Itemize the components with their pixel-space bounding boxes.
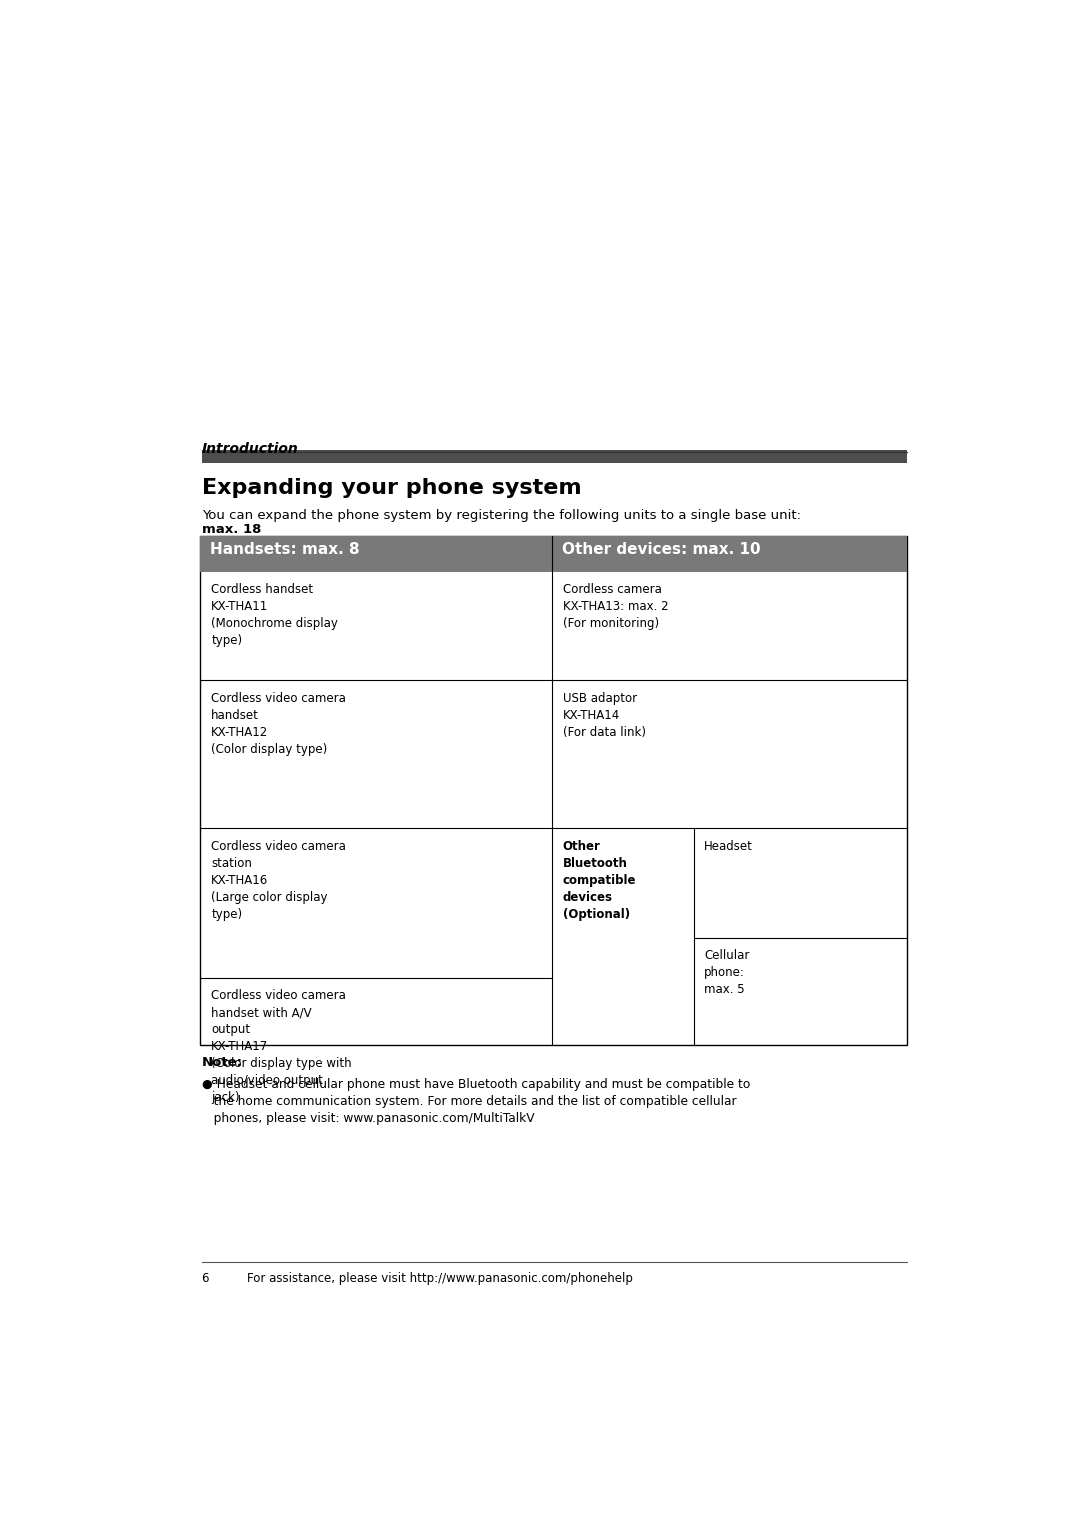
Text: Note:: Note: — [202, 1056, 243, 1070]
Text: Cordless video camera
handset
KX-THA12
(Color display type): Cordless video camera handset KX-THA12 (… — [212, 692, 346, 756]
Text: Cordless camera
KX-THA13: max. 2
(For monitoring): Cordless camera KX-THA13: max. 2 (For mo… — [563, 584, 669, 631]
Text: Introduction: Introduction — [202, 442, 299, 457]
Text: Headset: Headset — [704, 840, 753, 853]
Text: USB adaptor
KX-THA14
(For data link): USB adaptor KX-THA14 (For data link) — [563, 692, 646, 738]
Bar — [202, 451, 907, 463]
Text: Cellular
phone:
max. 5: Cellular phone: max. 5 — [704, 949, 750, 996]
Bar — [200, 536, 552, 571]
Bar — [200, 536, 907, 1045]
Text: Cordless handset
KX-THA11
(Monochrome display
type): Cordless handset KX-THA11 (Monochrome di… — [212, 584, 338, 648]
Text: max. 18: max. 18 — [202, 524, 261, 536]
Text: Cordless video camera
station
KX-THA16
(Large color display
type): Cordless video camera station KX-THA16 (… — [212, 840, 346, 921]
Text: Expanding your phone system: Expanding your phone system — [202, 477, 582, 498]
Text: Cordless video camera
handset with A/V
output
KX-THA17
(Color display type with
: Cordless video camera handset with A/V o… — [212, 989, 352, 1105]
Bar — [552, 536, 907, 571]
Text: 6          For assistance, please visit http://www.panasonic.com/phonehelp: 6 For assistance, please visit http://ww… — [202, 1271, 633, 1285]
Text: Handsets: max. 8: Handsets: max. 8 — [211, 542, 360, 558]
Text: ● Headset and cellular phone must have Bluetooth capability and must be compatib: ● Headset and cellular phone must have B… — [202, 1077, 751, 1125]
Text: You can expand the phone system by registering the following units to a single b: You can expand the phone system by regis… — [202, 509, 801, 523]
Text: Other devices: max. 10: Other devices: max. 10 — [562, 542, 760, 558]
Text: Other
Bluetooth
compatible
devices
(Optional): Other Bluetooth compatible devices (Opti… — [563, 840, 636, 921]
